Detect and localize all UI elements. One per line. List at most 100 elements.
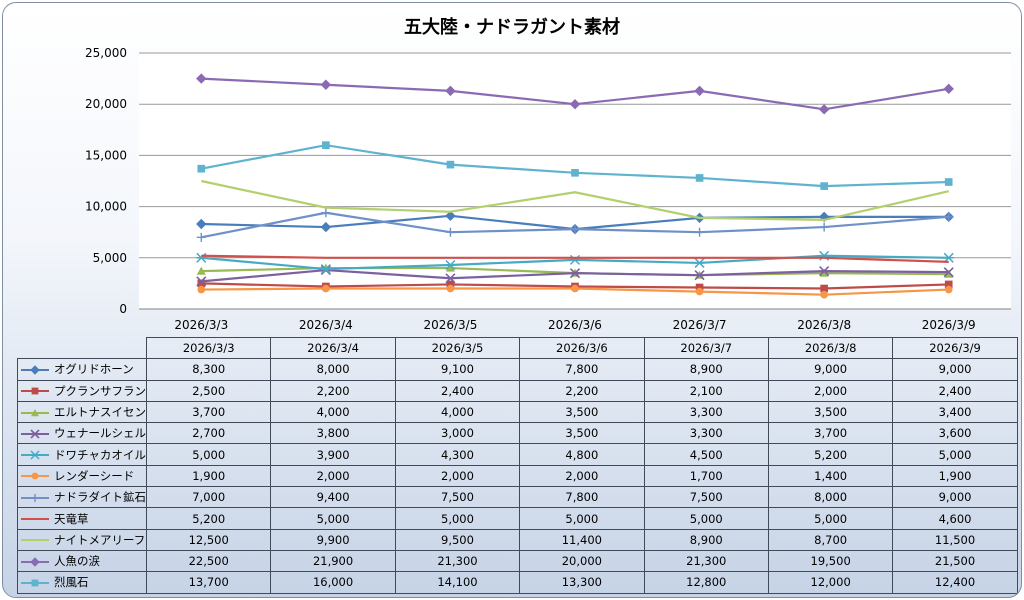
table-cell: 2,400: [394, 379, 521, 402]
data-point: [196, 73, 207, 84]
data-point: [694, 270, 705, 281]
data-point: [695, 287, 704, 296]
data-point: [197, 164, 206, 173]
table-cell: 5,200: [767, 443, 894, 466]
table-cell: 4,600: [892, 507, 1018, 530]
legend-key-icon: [21, 429, 49, 439]
data-point: [818, 104, 830, 115]
table-cell: 2,500: [145, 379, 272, 402]
table-cell: 5,000: [892, 443, 1018, 466]
data-point: [445, 273, 456, 284]
table-cell: 4,500: [643, 443, 769, 466]
legend-key-icon: [21, 450, 49, 460]
data-point: [196, 218, 207, 230]
table-cell: 4,000: [394, 400, 521, 424]
data-point: [944, 269, 954, 278]
data-point: [445, 263, 455, 272]
table-cell: 2,700: [145, 422, 272, 445]
data-point: [944, 178, 953, 186]
x-tick-label: 2026/3/6: [548, 318, 602, 332]
data-point: [197, 285, 206, 294]
data-point: [446, 280, 455, 289]
table-cell: 1,900: [892, 464, 1018, 488]
legend-key-icon: [21, 473, 49, 480]
legend-key-marker: [31, 493, 39, 502]
table-column-header: 2026/3/4: [270, 336, 396, 360]
series-name: エルトナスイセン: [54, 405, 146, 420]
data-point: [196, 232, 206, 242]
legend-key-marker: [30, 429, 40, 439]
data-point: [571, 168, 579, 177]
table-cell: 9,000: [767, 358, 894, 381]
table-cell: 8,000: [767, 486, 894, 509]
data-point: [196, 276, 207, 287]
data-point: [820, 290, 828, 299]
legend-entry: 烈風石: [17, 571, 147, 594]
data-point: [445, 210, 456, 222]
legend-entry: エルトナスイセン: [17, 400, 147, 424]
series-name: プクランサフラン: [54, 383, 146, 398]
table-cell: 8,900: [643, 528, 769, 551]
x-tick-label: 2026/3/8: [797, 318, 851, 332]
table-column-header: 2026/3/8: [767, 336, 894, 360]
table-row: オグリドホーン 8,300 8,000 9,100 7,800 8,900 9,000 9,0…: [17, 358, 1018, 381]
legend-key-icon: [21, 539, 49, 542]
legend-entry: ウェナールシェル: [17, 422, 147, 445]
chart-title: 五大陸・ナドラガント素材: [404, 17, 620, 38]
table-cell: 21,300: [643, 549, 769, 573]
series-name: ドワチャカオイル: [54, 447, 146, 462]
series-name: ウェナールシェル: [54, 426, 146, 441]
table-cell: 11,400: [519, 528, 645, 551]
table-cell: 3,700: [145, 400, 272, 424]
data-point: [445, 259, 456, 270]
legend-key-marker: [30, 556, 40, 567]
table-cell: 7,500: [394, 486, 521, 509]
x-tick-label: 2026/3/4: [299, 318, 353, 332]
data-point: [196, 266, 206, 275]
table-cell: 3,400: [892, 400, 1018, 424]
series-name: 人魚の涙: [54, 554, 100, 569]
table-cell: 3,500: [767, 400, 894, 424]
y-tick-label: 20,000: [85, 97, 127, 111]
series-7: [196, 208, 954, 242]
data-point: [819, 266, 830, 277]
table-cell: 5,000: [394, 507, 521, 530]
table-cell: 21,900: [270, 549, 396, 573]
data-point: [944, 280, 953, 289]
table-row: 烈風石 13,700 16,000 14,100 13,300 12,800 12,000 1…: [17, 571, 1018, 594]
table-cell: 2,100: [643, 379, 769, 402]
table-cell: 8,000: [270, 358, 396, 381]
table-column-header: 2026/3/9: [892, 336, 1018, 360]
data-point: [944, 285, 953, 294]
table-cell: 5,000: [767, 507, 894, 530]
table-cell: 9,400: [270, 486, 396, 509]
table-cell: 7,800: [519, 486, 645, 509]
data-point: [569, 268, 581, 279]
y-tick-label: 5,000: [93, 251, 127, 265]
table-column-header: 2026/3/6: [519, 336, 645, 360]
legend-key-icon: [21, 518, 49, 521]
table-cell: 12,500: [145, 528, 272, 551]
data-point: [694, 85, 705, 97]
legend-key-marker: [31, 387, 39, 395]
table-cell: 12,800: [643, 571, 769, 594]
table-cell: 3,700: [767, 422, 894, 445]
table-cell: 3,500: [519, 422, 645, 445]
data-point: [322, 141, 330, 149]
table-cell: 2,000: [270, 464, 396, 488]
table-cell: 2,200: [519, 379, 645, 402]
data-point: [695, 227, 705, 237]
table-row: プクランサフラン 2,500 2,200 2,400 2,200 2,100 2,000 2,…: [17, 379, 1018, 402]
table-cell: 7,500: [643, 486, 769, 509]
data-point: [569, 98, 581, 110]
table-cell: 20,000: [519, 549, 645, 573]
table-cell: 3,500: [519, 400, 645, 424]
data-point: [695, 174, 704, 182]
table-cell: 14,100: [394, 571, 521, 594]
table-cell: 1,700: [643, 464, 769, 488]
table-cell: 9,900: [270, 528, 396, 551]
table-row: 人魚の涙 22,500 21,900 21,300 20,000 21,300 19,500…: [17, 549, 1018, 573]
series-line: [201, 179, 949, 222]
series-name: レンダーシード: [54, 468, 135, 483]
